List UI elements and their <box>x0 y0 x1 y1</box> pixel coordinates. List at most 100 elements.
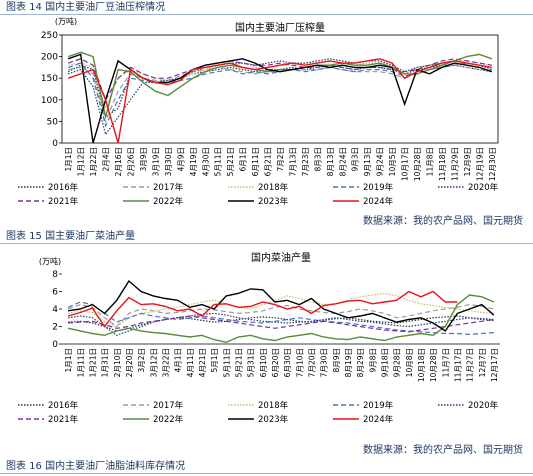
legend-label: 2018年 <box>258 400 289 411</box>
legend-label: 2022年 <box>153 414 184 425</box>
x-tick-label: 11月17日 <box>453 348 462 382</box>
legend-label: 2024年 <box>363 196 394 207</box>
legend-label: 2017年 <box>153 182 184 193</box>
plot-frame <box>61 34 499 144</box>
legend-label: 2021年 <box>48 414 79 425</box>
y-axis-label: (万吨) <box>39 256 61 266</box>
x-tick-label: 2月20日 <box>125 348 134 377</box>
legend-label: 2023年 <box>258 414 289 425</box>
chart-title: 国内菜油产量 <box>251 251 311 264</box>
x-tick-label: 6月1日 <box>239 147 248 172</box>
x-tick-label: 4月11日 <box>186 348 195 377</box>
x-tick-label: 6月10日 <box>259 348 268 377</box>
series-line <box>68 58 492 136</box>
x-tick-label: 9月18日 <box>380 348 389 377</box>
x-tick-label: 11月7日 <box>441 348 450 377</box>
y-tick-label: 150 <box>41 74 58 84</box>
x-tick-label: 1月21日 <box>88 348 97 377</box>
x-tick-label: 1月1日 <box>64 147 73 172</box>
source: 数据来源：我的农产品网、国元期货 <box>363 216 523 227</box>
x-tick-label: 1月1日 <box>64 348 73 373</box>
y-tick-label: 8 <box>52 270 58 280</box>
x-tick-label: 1月22日 <box>89 147 98 176</box>
y-tick-label: 6 <box>52 288 58 298</box>
x-tick-label: 4月9日 <box>176 147 185 172</box>
x-tick-label: 4月1日 <box>174 348 183 373</box>
legend-label: 2017年 <box>153 400 184 411</box>
legend-label: 2019年 <box>363 400 394 411</box>
series-line <box>67 294 495 344</box>
x-tick-label: 6月11日 <box>251 147 260 176</box>
x-tick-label: 11月8日 <box>425 147 434 176</box>
series-line <box>67 292 494 328</box>
legend-label: 2016年 <box>48 182 79 193</box>
x-tick-label: 10月8日 <box>405 348 414 377</box>
x-tick-label: 9月24日 <box>376 147 385 176</box>
x-tick-label: 12月17日 <box>490 348 499 382</box>
series-line <box>68 312 494 336</box>
x-tick-label: 8月29日 <box>356 348 365 377</box>
x-tick-label: 5月31日 <box>247 348 256 377</box>
legend-label: 2019年 <box>363 182 394 193</box>
x-tick-label: 10月18日 <box>417 348 426 382</box>
x-tick-label: 2月16日 <box>114 147 123 176</box>
x-tick-label: 7月20日 <box>307 348 316 377</box>
series-line <box>68 315 494 333</box>
source: 数据来源：我的农产品网、国元期货 <box>363 445 523 456</box>
x-tick-label: 3月2日 <box>137 348 146 373</box>
x-tick-label: 8月24日 <box>338 147 347 176</box>
x-tick-label: 8月9日 <box>332 348 341 373</box>
y-tick-label: 4 <box>52 305 58 315</box>
series-line <box>67 58 492 144</box>
legend-label: 2023年 <box>258 196 289 207</box>
x-tick-label: 7月10日 <box>295 348 304 377</box>
x-tick-label: 6月21日 <box>264 147 273 176</box>
x-tick-label: 7月2日 <box>276 147 285 172</box>
legend-label: 2016年 <box>48 400 79 411</box>
x-tick-label: 7月23日 <box>301 147 310 176</box>
series-line <box>68 315 494 332</box>
figure-caption: 图表 14 国内主要油厂豆油压榨情况 <box>0 0 533 15</box>
figure-caption: 图表 15 国主要油厂菜油产量 <box>0 229 533 244</box>
y-axis-label: (万吨) <box>55 16 77 26</box>
x-tick-label: 8月13日 <box>326 147 335 176</box>
x-tick-label: 10月28日 <box>413 147 422 181</box>
x-tick-label: 12月30日 <box>488 147 497 181</box>
series-line <box>67 51 493 118</box>
x-tick-label: 3月9日 <box>139 147 148 172</box>
legend-label: 2022年 <box>153 196 184 207</box>
x-tick-label: 12月19日 <box>475 147 484 181</box>
x-tick-label: 2月10日 <box>113 348 122 377</box>
y-tick-label: 0 <box>52 139 58 149</box>
x-tick-label: 6月30日 <box>283 348 292 377</box>
x-tick-label: 9月28日 <box>393 348 402 377</box>
x-tick-label: 7月13日 <box>288 147 297 176</box>
x-tick-label: 4月21日 <box>198 348 207 377</box>
y-tick-label: 50 <box>47 117 59 127</box>
x-tick-label: 2月4日 <box>102 147 111 172</box>
x-tick-label: 11月27日 <box>466 348 475 382</box>
x-tick-label: 5月11日 <box>214 147 223 176</box>
x-tick-label: 7月30日 <box>320 348 329 377</box>
x-tick-label: 8月3日 <box>313 147 322 172</box>
x-tick-label: 1月31日 <box>101 348 110 377</box>
x-tick-label: 12月7日 <box>478 348 487 377</box>
x-tick-label: 12月9日 <box>463 147 472 176</box>
x-tick-label: 3月12日 <box>149 348 158 377</box>
x-tick-label: 11月29日 <box>450 147 459 181</box>
x-tick-label: 5月21日 <box>226 147 235 176</box>
x-tick-label: 10月17日 <box>401 147 410 181</box>
x-tick-label: 9月3日 <box>351 147 360 172</box>
legend-label: 2018年 <box>258 182 289 193</box>
legend-label: 2024年 <box>363 414 394 425</box>
x-tick-label: 3月22日 <box>161 348 170 377</box>
y-tick-label: 250 <box>41 31 58 41</box>
x-tick-label: 8月19日 <box>344 348 353 377</box>
legend-label: 2020年 <box>468 400 499 411</box>
x-tick-label: 3月30日 <box>164 147 173 176</box>
y-tick-label: 2 <box>52 323 58 333</box>
y-tick-label: 0 <box>52 340 58 350</box>
x-tick-label: 5月21日 <box>234 348 243 377</box>
x-tick-label: 1月12日 <box>77 147 86 176</box>
